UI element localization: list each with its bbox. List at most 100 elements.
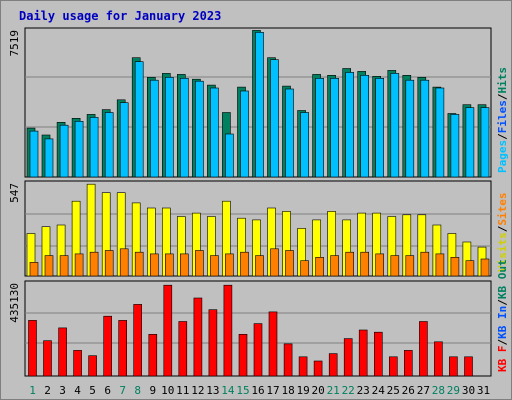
bar-kb-f-day-22 [343,338,353,377]
bar-kb-f-day-21 [328,353,338,377]
bar-files-day-8 [134,61,144,178]
bar-kb-f-day-25 [388,356,398,377]
bar-sites-day-6 [104,250,114,277]
day-label-15: 15 [236,384,249,397]
legend-label-visits: Visits [496,232,509,272]
bar-kb-f-day-30 [464,356,473,377]
bar-sites-day-21 [330,255,339,277]
day-label-25: 25 [387,384,400,397]
bar-files-day-30 [465,107,475,178]
day-label-16: 16 [251,384,264,397]
legend-label-pages: Pages [496,140,509,173]
day-label-30: 30 [462,384,475,397]
bar-files-day-27 [420,79,430,178]
day-label-29: 29 [447,384,460,397]
legend-separator: / [496,93,509,100]
bar-kb-f-day-19 [298,356,308,377]
bar-files-day-19 [300,112,309,178]
bar-sites-day-17 [270,248,279,277]
panel-right-labels-2: Visits/Sites [496,193,509,273]
legend-label-hits: Hits [496,67,509,94]
panel-max-label-1: 7519 [8,30,21,57]
bar-kb-f-day-4 [73,350,82,377]
bar-files-day-26 [405,79,415,178]
bar-files-day-28 [435,87,445,178]
bar-kb-f-day-3 [58,327,67,377]
day-label-12: 12 [191,384,204,397]
panel-max-label-2: 547 [8,183,21,203]
bar-files-day-15 [240,90,249,178]
bar-sites-day-2 [44,255,54,277]
bar-sites-day-13 [210,255,219,277]
bar-files-day-18 [285,88,294,178]
day-label-5: 5 [89,384,96,397]
day-label-2: 2 [44,384,51,397]
bar-sites-day-11 [180,253,189,277]
day-label-26: 26 [402,384,415,397]
bar-kb-f-day-9 [148,333,158,377]
bar-kb-f-day-27 [419,321,428,377]
bar-sites-day-19 [300,260,309,277]
day-label-7: 7 [119,384,126,397]
bar-kb-f-day-20 [313,360,323,377]
day-label-24: 24 [372,384,386,397]
day-label-23: 23 [357,384,370,397]
bar-files-day-21 [330,78,339,178]
day-label-1: 1 [29,384,36,397]
bar-kb-f-day-8 [133,304,142,377]
bar-sites-day-4 [74,253,84,277]
bar-sites-day-23 [360,251,370,277]
bar-sites-day-31 [480,258,490,277]
day-label-3: 3 [59,384,66,397]
day-label-17: 17 [266,384,279,397]
bar-files-day-25 [390,73,400,178]
bar-kb-f-day-11 [178,321,188,377]
day-label-4: 4 [74,384,81,397]
bar-files-day-31 [480,107,490,178]
bar-sites-day-12 [195,250,204,277]
bar-kb-f-day-6 [103,315,112,377]
bar-sites-day-7 [119,248,129,277]
day-label-27: 27 [417,384,430,397]
bar-files-day-3 [59,124,69,178]
bar-sites-day-1 [29,262,39,277]
day-label-14: 14 [221,384,235,397]
day-label-31: 31 [477,384,490,397]
day-label-11: 11 [176,384,189,397]
bar-kb-f-day-15 [238,333,248,377]
bar-sites-day-29 [450,256,460,277]
day-label-13: 13 [206,384,219,397]
legend-separator: / [496,133,509,140]
bar-kb-f-day-17 [268,311,278,377]
bar-kb-f-day-13 [208,309,218,377]
bar-sites-day-8 [134,251,144,277]
bar-kb-f-day-23 [358,329,368,377]
day-label-28: 28 [432,384,445,397]
bar-kb-f-day-24 [373,331,383,377]
bar-kb-f-day-12 [193,297,203,377]
bar-kb-f-day-16 [253,323,263,377]
bar-files-day-1 [29,130,39,178]
bar-files-day-12 [195,80,204,178]
bar-sites-day-24 [375,253,385,277]
day-label-22: 22 [342,384,355,397]
bar-kb-f-day-14 [223,284,233,377]
day-label-19: 19 [296,384,309,397]
bar-kb-f-day-5 [88,355,97,377]
bar-kb-f-day-1 [28,320,37,377]
bar-kb-f-day-18 [283,343,293,377]
bar-sites-day-25 [390,255,400,277]
bar-files-day-9 [150,79,159,178]
bar-kb-f-day-28 [434,341,443,377]
panel-right-labels-1: Pages/Files/Hits [496,67,509,173]
legend-label-kb-out: KB Out [496,259,509,299]
bar-sites-day-3 [59,255,69,277]
bar-sites-day-14 [225,253,234,277]
bar-files-day-17 [270,59,279,178]
bar-files-day-10 [165,77,174,178]
bar-files-day-14 [225,133,234,178]
bar-sites-day-26 [405,255,415,277]
bar-files-day-6 [104,112,114,178]
bar-sites-day-9 [150,253,159,277]
